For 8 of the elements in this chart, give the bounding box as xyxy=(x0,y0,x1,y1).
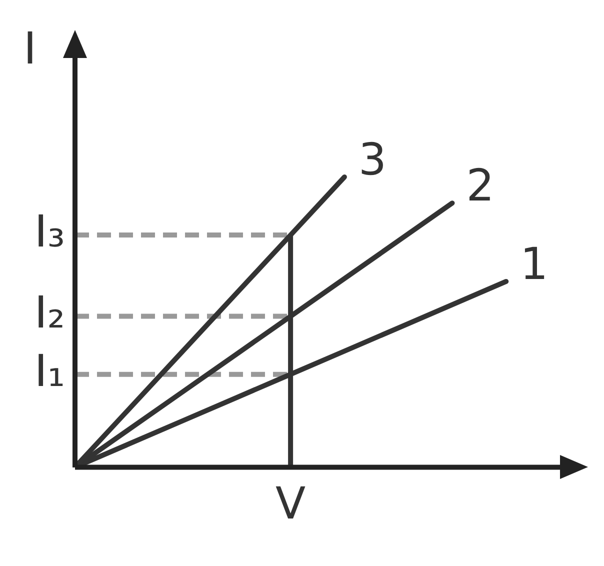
ref-line-label: I₁ xyxy=(34,346,65,397)
ref-line-label: I₃ xyxy=(34,206,65,258)
y-axis-title: I xyxy=(24,23,36,74)
series-label: 3 xyxy=(358,134,386,186)
ref-line-label: I₂ xyxy=(34,288,65,339)
series-label: 1 xyxy=(520,238,548,290)
series-label: 2 xyxy=(466,160,494,212)
text: V xyxy=(276,478,306,530)
